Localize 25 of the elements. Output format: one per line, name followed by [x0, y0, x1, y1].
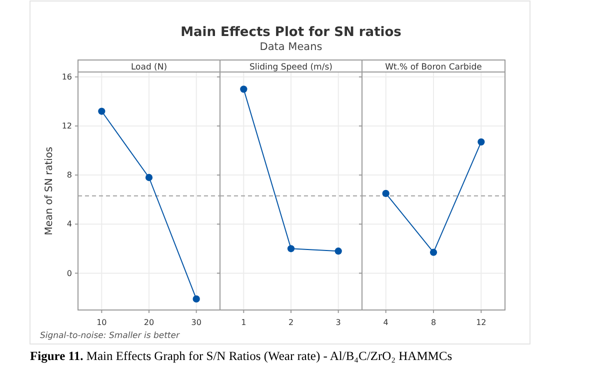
- chart-title: Sliding Speed (m/s): [250, 62, 332, 72]
- y-axis-title: Mean of SN ratios: [44, 146, 55, 236]
- x-tick-label: 3: [336, 318, 341, 327]
- point: [98, 108, 106, 115]
- text: Signal-to-noise: Smaller is better: [40, 331, 180, 341]
- x-tick-label: 1: [241, 318, 246, 327]
- text: Data Means: [260, 41, 322, 53]
- x-tick-label: 12: [476, 318, 486, 327]
- caption: Figure 11. Main Effects Graph for S/N Ratios (Wear rate) - Al/B₄C/ZrO₂ HAMMCs: [30, 349, 452, 363]
- y-tick-label: 4: [66, 220, 72, 229]
- x-tick-label: 4: [383, 318, 388, 327]
- x-tick-label: 30: [191, 318, 202, 327]
- chart-title: Load (N): [130, 62, 168, 72]
- point: [145, 174, 153, 182]
- x-tick-label: 10: [96, 318, 107, 327]
- x-tick-label: 8: [430, 318, 436, 327]
- x-tick-label: 2: [288, 318, 294, 327]
- x-tick-label: 20: [144, 318, 154, 327]
- point: [192, 295, 200, 303]
- chart-title: Wt.% of Boron Carbide: [385, 62, 482, 72]
- y-tick-label: 8: [66, 170, 72, 180]
- text: Main Effects Plot for SN ratios: [180, 25, 402, 40]
- y-tick-label: 0: [66, 268, 72, 278]
- y-tick-label: 12: [62, 122, 72, 131]
- y-tick-label: 16: [62, 72, 72, 82]
